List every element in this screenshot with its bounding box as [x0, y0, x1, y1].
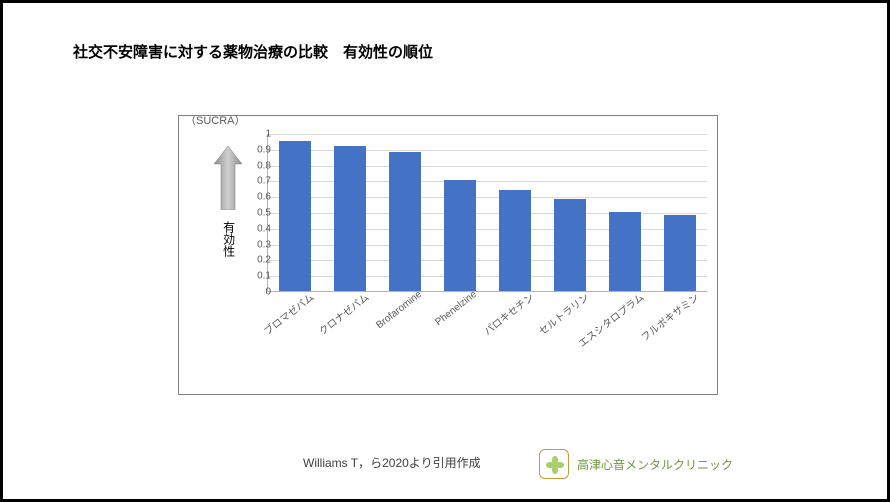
y-tick-label: 0.3: [241, 239, 271, 250]
y-tick-label: 0.4: [241, 223, 271, 234]
bar: [664, 215, 696, 291]
chart-container: （SUCRA） 有効性 0 0.1 0.2 0.3 0.4 0.5 0.6 0.7 0.8 0.9…: [178, 115, 718, 395]
bars-group: [268, 134, 707, 291]
y-tick-label: 0.9: [241, 144, 271, 155]
y-tick-label: 0.8: [241, 160, 271, 171]
y-tick-label: 0.5: [241, 208, 271, 219]
citation-text: Williams T，ら2020より引用作成: [303, 454, 481, 471]
bar: [609, 212, 641, 291]
y-tick-label: 0.7: [241, 176, 271, 187]
bar: [389, 152, 421, 291]
bar: [334, 146, 366, 291]
clinic-logo-icon: [539, 449, 569, 479]
bar: [444, 180, 476, 291]
bar: [554, 199, 586, 291]
y-tick-label: 1: [241, 129, 271, 140]
plot-area: [267, 134, 707, 292]
clinic-logo-group: 高津心音メンタルクリニック: [539, 449, 733, 479]
sucra-label: （SUCRA）: [185, 112, 246, 128]
y-tick-label: 0: [241, 287, 271, 298]
y-axis-title: 有効性: [221, 221, 234, 257]
up-arrow-icon: [214, 146, 242, 210]
bar: [499, 190, 531, 291]
y-tick-label: 0.6: [241, 192, 271, 203]
clinic-name: 高津心音メンタルクリニック: [577, 456, 733, 473]
bar: [279, 141, 311, 291]
y-tick-label: 0.1: [241, 271, 271, 282]
page-title: 社交不安障害に対する薬物治療の比較 有効性の順位: [73, 41, 433, 62]
y-tick-label: 0.2: [241, 255, 271, 266]
